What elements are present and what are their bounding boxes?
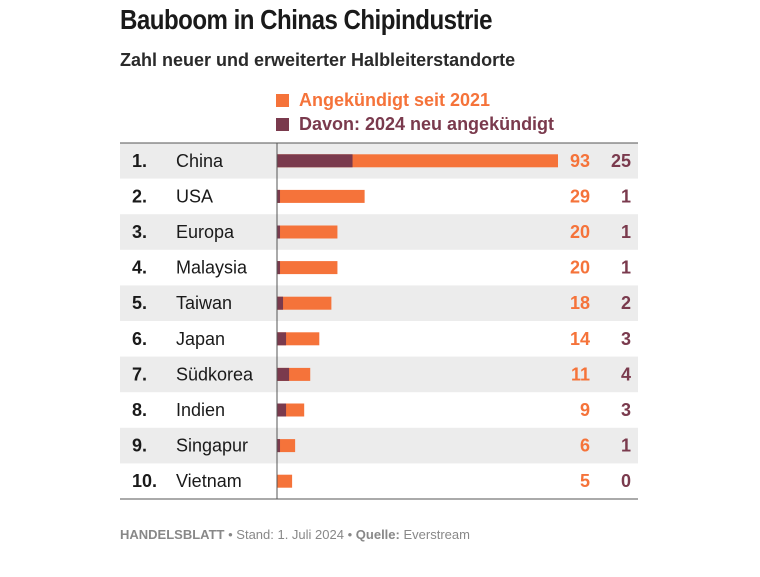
- row-stripe: [120, 356, 638, 393]
- category-label: Indien: [176, 400, 225, 420]
- bar-2024: [277, 332, 287, 346]
- row-stripe: [120, 427, 638, 464]
- bar-announced: [277, 439, 296, 453]
- value-label-announced: 6: [580, 436, 590, 456]
- value-label-announced: 18: [570, 293, 590, 313]
- bar-2024: [277, 261, 281, 275]
- rank-label: 4.: [132, 258, 147, 278]
- bar-announced: [277, 403, 305, 417]
- chart-subtitle: Zahl neuer und erweiterter Halbleitersta…: [120, 50, 516, 70]
- category-label: Taiwan: [176, 293, 232, 313]
- value-label-announced: 20: [570, 222, 590, 242]
- value-label-2024: 0: [621, 471, 631, 491]
- bar-announced: [277, 296, 332, 310]
- category-label: USA: [176, 186, 213, 206]
- legend-swatch-announced: [276, 93, 289, 107]
- value-label-2024: 25: [611, 151, 631, 171]
- value-label-2024: 4: [621, 364, 631, 384]
- bar-2024: [277, 367, 290, 381]
- footer-sep-2: •: [347, 527, 356, 542]
- row-stripe: [120, 285, 638, 321]
- rank-label: 3.: [132, 222, 147, 242]
- legend-item-2024: Davon: 2024 neu angekündigt: [276, 112, 554, 136]
- footer-sep-1: •: [228, 527, 237, 542]
- category-label: Malaysia: [176, 258, 248, 278]
- footer-source-label: Quelle:: [355, 527, 400, 542]
- value-label-2024: 1: [621, 436, 631, 456]
- value-label-2024: 1: [621, 186, 631, 206]
- bar-announced: [277, 261, 338, 275]
- legend: Angekündigt seit 2021 Davon: 2024 neu an…: [276, 88, 554, 136]
- bar-announced: [277, 332, 320, 346]
- category-label: Japan: [176, 329, 225, 349]
- bar-announced: [277, 154, 558, 168]
- rank-label: 9.: [132, 436, 147, 456]
- category-label: Singapur: [176, 436, 248, 456]
- category-label: Südkorea: [176, 364, 254, 384]
- value-label-2024: 1: [621, 258, 631, 278]
- rank-label: 8.: [132, 400, 147, 420]
- rank-label: 2.: [132, 186, 147, 206]
- rank-label: 1.: [132, 151, 147, 171]
- bar-2024: [277, 403, 287, 417]
- chart-title: Bauboom in Chinas Chipindustrie: [120, 4, 492, 35]
- value-label-2024: 2: [621, 293, 631, 313]
- category-label: China: [176, 151, 224, 171]
- value-label-2024: 3: [621, 400, 631, 420]
- value-label-announced: 93: [570, 151, 590, 171]
- value-label-announced: 20: [570, 258, 590, 278]
- value-label-announced: 11: [571, 364, 590, 384]
- bar-announced: [277, 474, 293, 488]
- bar-2024: [277, 189, 281, 203]
- value-label-announced: 29: [570, 186, 590, 206]
- rank-label: 6.: [132, 329, 147, 349]
- legend-item-announced: Angekündigt seit 2021: [276, 88, 554, 112]
- value-label-announced: 9: [580, 400, 590, 420]
- value-label-announced: 5: [580, 471, 590, 491]
- bar-announced: [277, 225, 338, 239]
- value-label-2024: 1: [621, 222, 631, 242]
- footer-stand: Stand: 1. Juli 2024: [236, 527, 344, 542]
- value-label-2024: 3: [621, 329, 631, 349]
- value-label-announced: 14: [570, 329, 590, 349]
- bar-announced: [277, 189, 365, 203]
- legend-swatch-2024: [276, 117, 289, 131]
- bar-2024: [277, 225, 281, 239]
- rank-label: 5.: [132, 293, 147, 313]
- bar-announced: [277, 367, 311, 381]
- category-label: Europa: [176, 222, 235, 242]
- row-stripe: [120, 214, 638, 250]
- footer-source: Everstream: [403, 527, 470, 542]
- bar-2024: [277, 296, 284, 310]
- category-label: Vietnam: [176, 471, 242, 491]
- bar-2024: [277, 154, 353, 168]
- bar-2024: [277, 439, 281, 453]
- rank-label: 7.: [132, 364, 147, 384]
- legend-label-announced: Angekündigt seit 2021: [299, 89, 491, 110]
- row-stripe: [120, 143, 638, 179]
- rank-label: 10.: [132, 471, 157, 491]
- footer: HANDELSBLATT • Stand: 1. Juli 2024 • Que…: [120, 527, 470, 542]
- legend-label-2024: Davon: 2024 neu angekündigt: [299, 113, 555, 134]
- footer-brand: HANDELSBLATT: [120, 527, 225, 542]
